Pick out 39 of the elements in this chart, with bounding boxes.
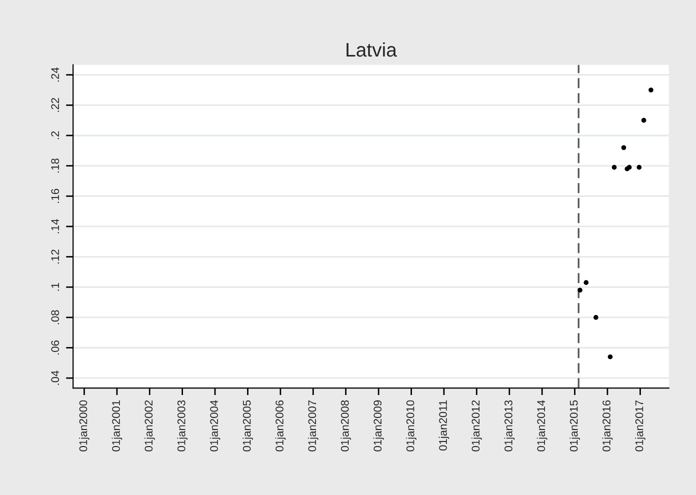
y-tick-label: .06 [51, 340, 60, 354]
x-tick-label: 01jan2011 [438, 400, 450, 451]
x-tick-label: 01jan2007 [308, 400, 318, 452]
point [578, 288, 582, 293]
chart-title: Latvia [346, 42, 397, 57]
y-tick-label: .12 [51, 250, 59, 264]
x-tick-label: 01jan2006 [275, 400, 286, 452]
x-tick-label: 01jan2004 [210, 400, 220, 452]
point [621, 145, 626, 150]
point [593, 315, 598, 320]
y-tick-label: .22 [51, 98, 59, 112]
x-tick-label: 01jan2010 [406, 400, 416, 452]
point [608, 354, 613, 360]
x-tick-label: 01jan2015 [570, 400, 580, 452]
y-tick-label: .2 [51, 131, 59, 140]
x-tick-label: 01jan2017 [635, 400, 646, 452]
x-tick-label: 01jan2005 [242, 400, 253, 452]
x-tick-label: 01jan2001 [112, 400, 122, 452]
point [636, 164, 642, 170]
y-tick-label: .16 [51, 188, 60, 203]
y-tick-label: .08 [51, 310, 60, 324]
x-tick-label: 01jan2000 [79, 400, 90, 452]
x-tick-label: 01jan2009 [373, 400, 384, 452]
point [648, 88, 654, 92]
y-tick-label: .04 [51, 370, 60, 385]
y-tick-label: .24 [51, 67, 59, 82]
x-tick-label: 01jan2008 [340, 400, 351, 452]
x-tick-label: 01jan2016 [602, 400, 613, 452]
y-tick-label: .18 [51, 158, 60, 173]
y-tick-label: .1 [51, 283, 59, 291]
point [641, 118, 646, 123]
x-tick-label: 01jan2002 [144, 400, 155, 452]
y-tick-label: .14 [51, 219, 59, 234]
point [584, 280, 589, 285]
point [612, 164, 617, 170]
x-tick-label: 01jan2012 [471, 400, 482, 452]
x-tick-label: 01jan2014 [536, 400, 548, 452]
x-tick-label: 01jan2003 [177, 400, 188, 452]
x-tick-label: 01jan2013 [504, 400, 515, 452]
